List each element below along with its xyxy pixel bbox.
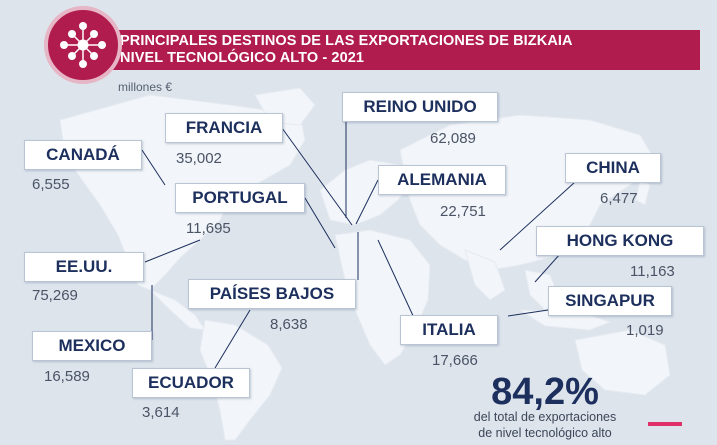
country-value-alemania: 22,751 <box>440 203 486 220</box>
decorative-dash <box>648 422 682 426</box>
country-value-eeuu: 75,269 <box>32 287 78 304</box>
country-label-francia: FRANCIA <box>165 113 283 143</box>
leader-francia <box>281 127 353 226</box>
country-label-portugal: PORTUGAL <box>175 183 305 213</box>
country-label-mexico: MEXICO <box>32 331 152 361</box>
country-label-ecuador: ECUADOR <box>132 368 250 398</box>
country-label-reino-unido: REINO UNIDO <box>342 92 498 122</box>
country-label-singapur: SINGAPUR <box>548 286 672 316</box>
country-label-paises-bajos: PAÍSES BAJOS <box>188 279 356 309</box>
leader-portugal <box>304 197 336 249</box>
country-value-francia: 35,002 <box>176 150 222 167</box>
country-value-portugal: 11,695 <box>186 220 231 237</box>
country-label-china: CHINA <box>565 153 661 183</box>
network-logo-icon <box>60 22 106 68</box>
leader-ecuador <box>214 309 251 369</box>
country-value-canada: 6,555 <box>32 176 70 193</box>
country-label-hong-kong: HONG KONG <box>536 226 704 256</box>
country-value-china: 6,477 <box>600 190 638 207</box>
summary-caption-line-1: del total de exportaciones <box>473 410 617 424</box>
header-banner <box>100 30 700 70</box>
logo <box>44 6 122 84</box>
country-label-eeuu: EE.UU. <box>24 252 144 282</box>
country-label-alemania: ALEMANIA <box>378 165 506 195</box>
leader-alemania <box>355 179 379 225</box>
leader-china <box>499 181 576 251</box>
leader-italia <box>377 239 416 321</box>
map-australia <box>574 329 671 396</box>
country-value-italia: 17,666 <box>432 352 478 369</box>
summary-caption-line-2: de nivel tecnológico alto <box>478 426 612 440</box>
leader-eeuu <box>144 239 201 263</box>
country-label-canada: CANADÁ <box>24 140 142 170</box>
country-value-singapur: 1,019 <box>626 322 664 339</box>
country-label-italia: ITALIA <box>400 315 498 345</box>
summary-percent: 84,2% <box>491 371 599 413</box>
header-title-line-2: NIVEL TECNOLÓGICO ALTO - 2021 <box>120 50 365 66</box>
map-japan <box>635 179 651 206</box>
map-india <box>464 249 506 301</box>
country-value-paises-bajos: 8,638 <box>270 316 308 333</box>
header-title-line-1: PRINCIPALES DESTINOS DE LAS EXPORTACIONE… <box>120 33 573 49</box>
leader-canada <box>141 149 166 186</box>
header-title: PRINCIPALES DESTINOS DE LAS EXPORTACIONE… <box>120 33 700 67</box>
country-value-reino-unido: 62,089 <box>430 130 476 147</box>
leader-hong-kong <box>534 253 561 283</box>
country-value-ecuador: 3,614 <box>142 404 180 421</box>
unit-label: millones € <box>118 80 173 94</box>
country-value-mexico: 16,589 <box>44 368 90 385</box>
leader-singapur <box>507 309 549 317</box>
country-value-hong-kong: 11,163 <box>630 263 675 280</box>
